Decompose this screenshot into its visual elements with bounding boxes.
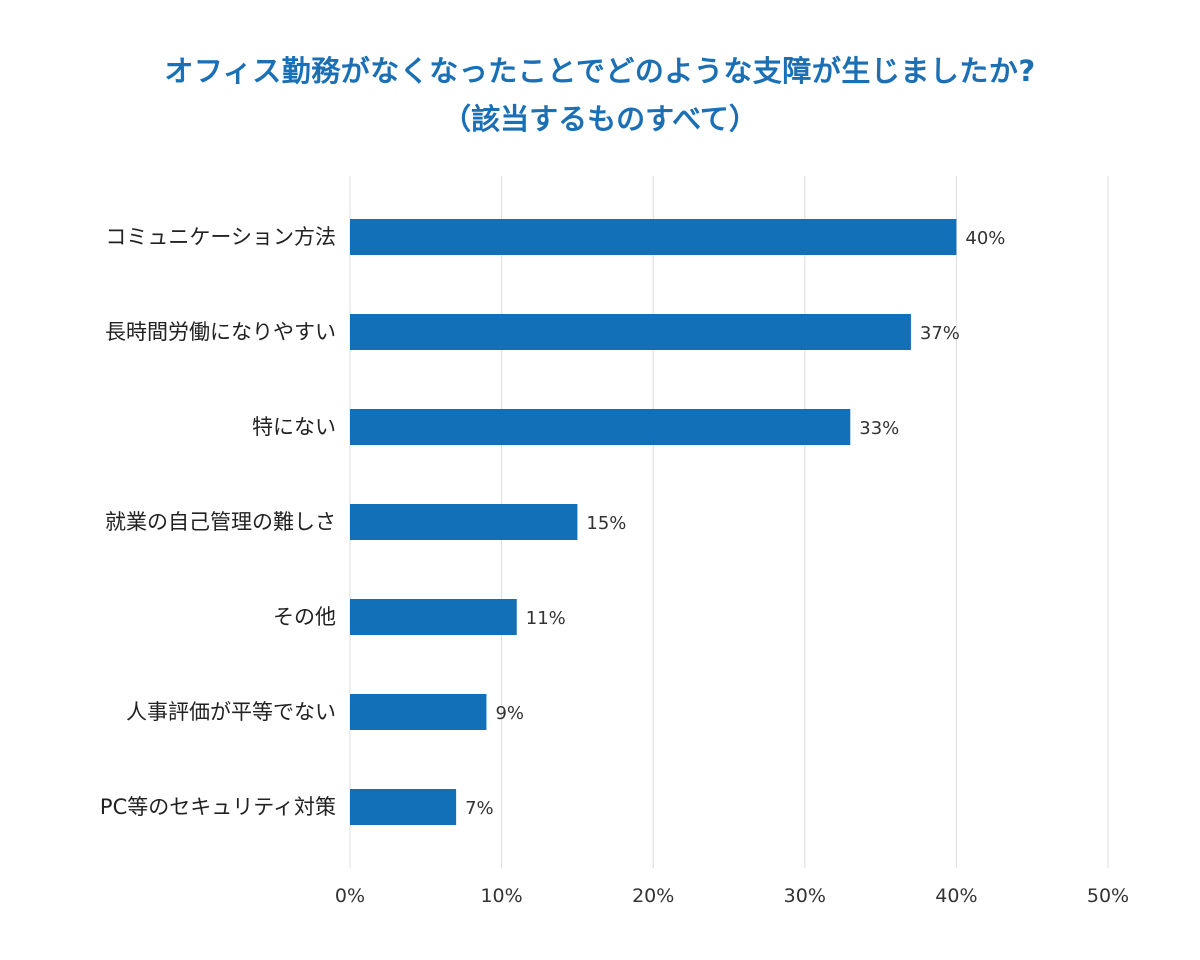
chart-subtitle: （該当するものすべて） [442, 102, 758, 136]
chart-title-block: オフィス勤務がなくなったことでどのような支障が生じましたか? （該当するものすべ… [0, 52, 1200, 138]
x-tick-label-4: 40% [935, 885, 977, 907]
value-label-1: 37% [920, 323, 960, 344]
category-label-1: 長時間労働になりやすい [105, 320, 336, 344]
value-label-2: 33% [859, 418, 899, 439]
bar-4 [350, 599, 517, 635]
bar-3 [350, 504, 578, 540]
x-tick-label-0: 0% [335, 885, 365, 907]
category-label-4: その他 [273, 605, 336, 629]
value-label-4: 11% [526, 608, 566, 629]
value-label-3: 15% [586, 513, 626, 534]
value-label-5: 9% [495, 703, 524, 724]
category-label-5: 人事評価が平等でない [126, 700, 336, 724]
bar-5 [350, 694, 487, 730]
value-label-6: 7% [465, 798, 494, 819]
bar-0 [350, 219, 957, 255]
value-label-0: 40% [965, 228, 1005, 249]
x-tick-label-5: 50% [1087, 885, 1129, 907]
x-tick-label-2: 20% [632, 885, 674, 907]
bar-1 [350, 314, 911, 350]
x-tick-label-1: 10% [480, 885, 522, 907]
category-label-3: 就業の自己管理の難しさ [105, 510, 336, 534]
category-label-6: PC等のセキュリティ対策 [100, 795, 336, 819]
x-tick-label-3: 30% [784, 885, 826, 907]
chart-title: オフィス勤務がなくなったことでどのような支障が生じましたか? [164, 54, 1036, 88]
bar-6 [350, 789, 457, 825]
bar-2 [350, 409, 851, 445]
category-label-0: コミュニケーション方法 [105, 225, 336, 249]
category-label-2: 特にない [252, 415, 336, 439]
